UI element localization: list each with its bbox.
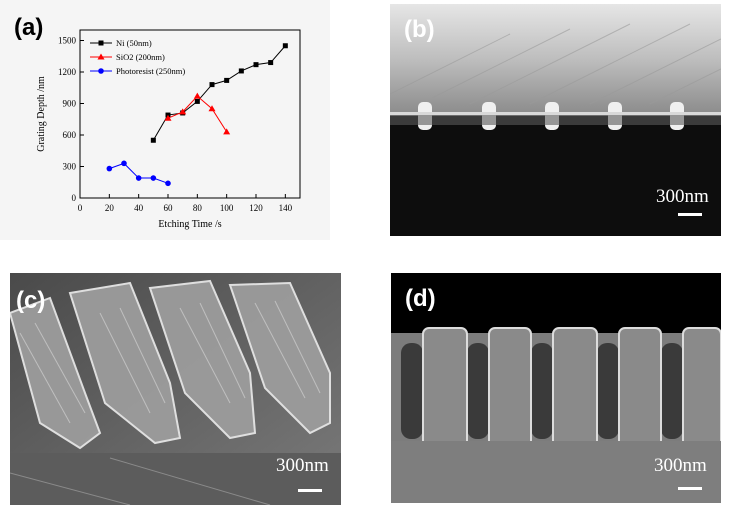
data-point xyxy=(209,82,215,88)
series-line xyxy=(152,45,286,141)
panel-b-scale-bar xyxy=(678,213,702,216)
x-tick-label: 120 xyxy=(249,203,263,213)
panel-c-texture xyxy=(10,273,341,505)
y-tick-label: 600 xyxy=(63,130,77,140)
panel-a: (a) 0 20 40 60 80 100 120 140 0 300 600 900 1200 1500… xyxy=(0,0,330,240)
legend-label: Ni (50nm) xyxy=(116,38,152,48)
data-point xyxy=(150,137,156,143)
panel-c-sem-image: (c) 300nm xyxy=(10,273,341,505)
y-tick-label: 0 xyxy=(72,193,77,203)
data-point xyxy=(165,180,171,187)
legend-marker xyxy=(98,68,104,74)
legend-label: SiO2 (200nm) xyxy=(116,52,165,62)
data-point xyxy=(223,128,231,135)
data-point xyxy=(282,43,288,49)
panel-d-sem-image: (d) 300nm xyxy=(391,273,721,503)
legend-label: Photoresist (250nm) xyxy=(116,66,185,76)
data-point xyxy=(193,92,201,99)
panel-d-scale-bar xyxy=(678,487,702,490)
data-point xyxy=(208,105,216,112)
x-tick-label: 140 xyxy=(279,203,293,213)
data-point xyxy=(194,98,200,104)
plot-frame xyxy=(79,29,301,199)
panel-b-scale-label: 300nm xyxy=(656,186,709,207)
x-axis-label: Etching Time /s xyxy=(158,219,221,230)
data-point xyxy=(150,175,157,181)
panel-d-texture xyxy=(391,327,721,503)
data-point xyxy=(121,160,127,167)
panel-c-scale-label: 300nm xyxy=(276,455,329,476)
grating-depth-chart: 0 20 40 60 80 100 120 140 0 300 600 900 1200 1500 Etch… xyxy=(36,29,301,230)
y-tick-label: 1500 xyxy=(58,36,77,46)
y-axis-label: Grating Depth /nm xyxy=(36,76,47,152)
data-point xyxy=(224,77,230,83)
panel-a-label: (a) xyxy=(14,14,44,41)
panel-b-label: (b) xyxy=(404,16,435,43)
x-tick-label: 0 xyxy=(78,203,83,213)
data-point xyxy=(179,108,187,115)
panel-b-texture xyxy=(390,4,721,236)
y-tick-label: 900 xyxy=(63,99,77,109)
data-point xyxy=(238,68,244,74)
panel-d-scale-label: 300nm xyxy=(654,455,707,476)
x-tick-label: 20 xyxy=(105,203,115,213)
data-point xyxy=(253,62,259,68)
data-point xyxy=(135,175,142,181)
panel-d-label: (d) xyxy=(405,285,436,312)
panel-b-sem-image: (b) 300nm xyxy=(390,4,721,236)
x-tick-label: 80 xyxy=(193,203,203,213)
panel-c-label: (c) xyxy=(16,287,46,314)
data-point xyxy=(106,165,113,172)
x-tick-label: 60 xyxy=(164,203,174,213)
data-point xyxy=(164,114,172,121)
legend-marker xyxy=(98,40,104,46)
y-tick-label: 300 xyxy=(63,162,77,172)
panel-c-scale-bar xyxy=(298,489,322,492)
x-tick-label: 40 xyxy=(134,203,144,213)
legend-marker xyxy=(97,53,105,60)
y-tick-label: 1200 xyxy=(58,67,77,77)
x-tick-label: 100 xyxy=(220,203,234,213)
data-point xyxy=(268,60,274,66)
